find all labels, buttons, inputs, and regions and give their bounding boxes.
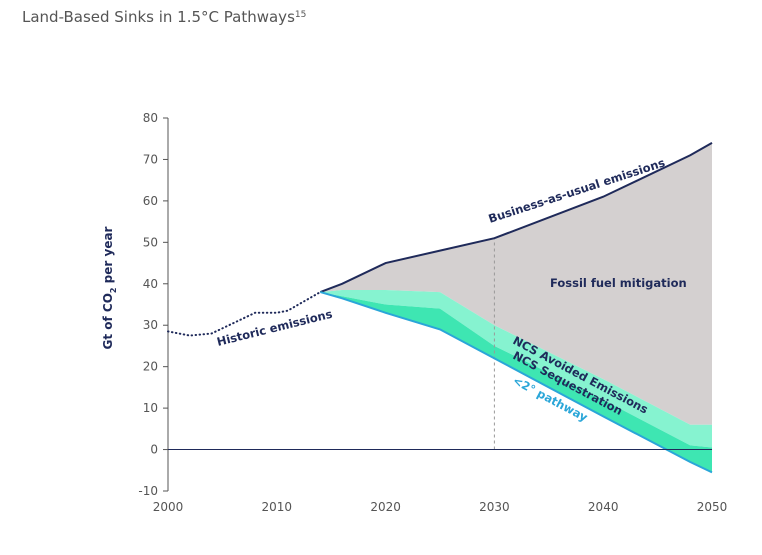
title-text: Land-Based Sinks in 1.5°C Pathways — [22, 8, 295, 26]
y-tick-label: 70 — [143, 152, 158, 166]
y-axis-label: Gt of CO2 per year — [101, 226, 118, 349]
chart-title: Land-Based Sinks in 1.5°C Pathways15 — [22, 8, 306, 26]
y-tick-label: -10 — [138, 484, 158, 498]
series-line — [320, 291, 713, 474]
x-tick-label: 2000 — [153, 500, 184, 514]
y-tick-label: 20 — [143, 360, 158, 374]
area-band — [320, 289, 712, 448]
y-label-sub: 2 — [109, 287, 118, 293]
x-tick-label: 2040 — [588, 500, 619, 514]
area-band — [320, 142, 712, 425]
historic-line — [167, 291, 322, 337]
x-tick-label: 2050 — [697, 500, 728, 514]
y-tick-label: 0 — [150, 443, 158, 457]
y-tick-label: 40 — [143, 277, 158, 291]
annotation: Fossil fuel mitigation — [550, 276, 687, 290]
title-superscript: 15 — [295, 10, 306, 20]
x-tick-label: 2010 — [262, 500, 293, 514]
y-tick-label: 80 — [143, 111, 158, 125]
y-tick-label: 30 — [143, 318, 158, 332]
series-line — [319, 141, 713, 294]
y-tick-label: 60 — [143, 194, 158, 208]
y-label-part: per year — [101, 226, 115, 287]
x-tick-label: 2020 — [370, 500, 401, 514]
y-label-part: Gt of CO — [101, 293, 115, 349]
x-tick-label: 2030 — [479, 500, 510, 514]
y-tick-label: 10 — [143, 401, 158, 415]
y-tick-label: 50 — [143, 235, 158, 249]
